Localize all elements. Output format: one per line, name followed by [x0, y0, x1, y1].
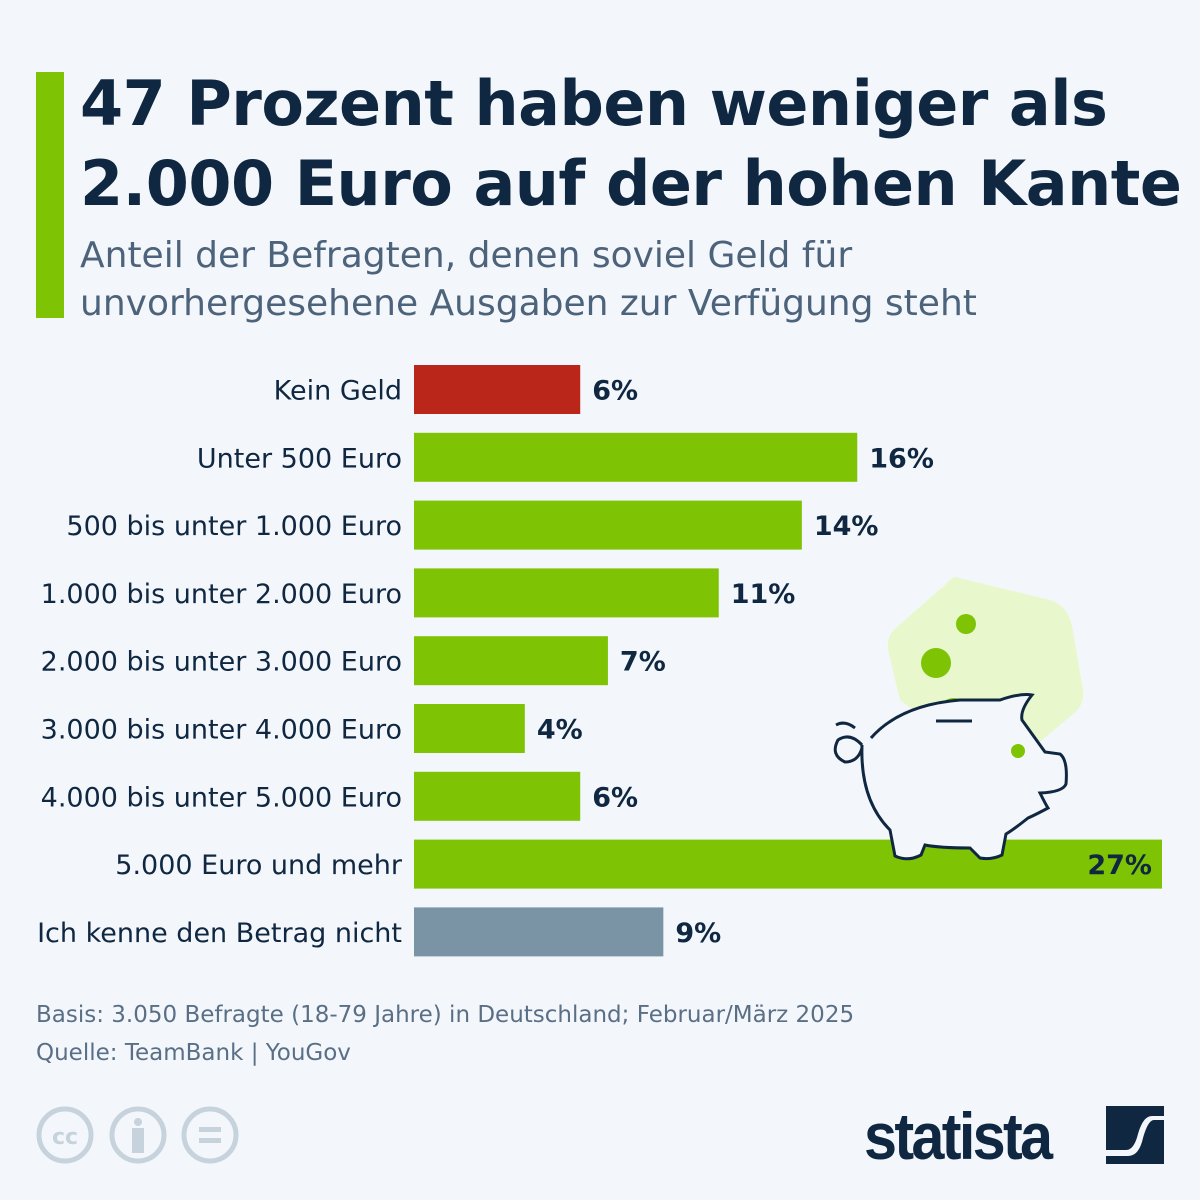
value-label: 16%: [869, 443, 934, 474]
statista-logo: statista: [864, 1099, 1053, 1173]
category-label: 1.000 bis unter 2.000 Euro: [41, 579, 402, 610]
category-label: 5.000 Euro und mehr: [115, 850, 403, 881]
bar: [414, 568, 719, 618]
no-derivatives-icon: [181, 1106, 239, 1164]
attribution-icon: [109, 1106, 167, 1164]
accent-bar: [36, 72, 64, 318]
category-label: 2.000 bis unter 3.000 Euro: [41, 647, 402, 678]
bar: [414, 365, 581, 414]
license-icons: cc: [36, 1106, 239, 1164]
value-label: 6%: [592, 782, 638, 813]
cc-icon: cc: [36, 1106, 94, 1164]
bar: [414, 839, 1162, 889]
source-note: Quelle: TeamBank | YouGov: [36, 1040, 351, 1066]
bar: [414, 432, 858, 482]
bar: [414, 771, 581, 821]
category-label: 4.000 bis unter 5.000 Euro: [41, 782, 402, 813]
bar: [414, 907, 664, 957]
value-label: 6%: [592, 376, 638, 407]
value-label: 27%: [1087, 850, 1152, 881]
bar: [414, 500, 802, 550]
bar: [414, 704, 525, 753]
category-label: Ich kenne den Betrag nicht: [37, 918, 402, 949]
category-label: 3.000 bis unter 4.000 Euro: [41, 715, 402, 746]
category-label: Unter 500 Euro: [197, 443, 402, 474]
category-label: Kein Geld: [274, 376, 402, 407]
svg-text:cc: cc: [52, 1125, 78, 1150]
value-label: 14%: [814, 511, 879, 542]
category-label: 500 bis unter 1.000 Euro: [66, 511, 402, 542]
bar: [414, 636, 608, 686]
piggy-bank-icon: [833, 577, 1084, 861]
value-label: 11%: [731, 579, 796, 610]
chart-title: 47 Prozent haben weniger als 2.000 Euro a…: [80, 67, 1182, 220]
value-label: 4%: [537, 715, 583, 746]
value-label: 7%: [620, 647, 666, 678]
statista-logo-mark-icon: [1106, 1106, 1164, 1164]
chart-subtitle: Anteil der Befragten, denen soviel Geld …: [80, 235, 977, 324]
basis-note: Basis: 3.050 Befragte (18-79 Jahre) in D…: [36, 1002, 855, 1028]
value-label: 9%: [675, 918, 721, 949]
